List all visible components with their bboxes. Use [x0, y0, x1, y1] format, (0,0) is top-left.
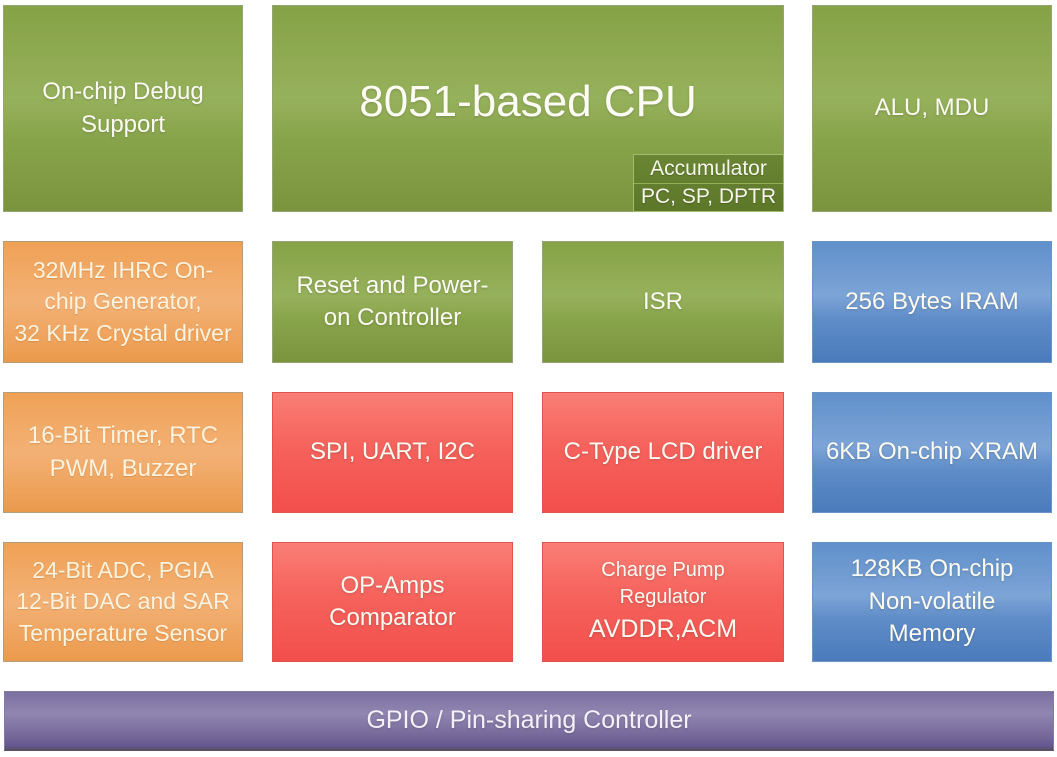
block-gpio-pin-sharing-controller: GPIO / Pin-sharing Controller	[4, 691, 1054, 751]
block-label: 128KB On-chip Non-volatile Memory	[850, 555, 1014, 648]
block-label: 256 Bytes IRAM	[845, 287, 1019, 315]
block-adc-dac-temperature: 24-Bit ADC, PGIA 12-Bit DAC and SAR Temp…	[3, 542, 243, 662]
block-nonvolatile-memory: 128KB On-chip Non-volatile Memory	[812, 542, 1052, 662]
block-clock-generator: 32MHz IHRC On- chip Generator, 32 KHz Cr…	[3, 241, 243, 363]
block-label: Charge Pump Regulator	[601, 559, 725, 609]
block-xram: 6KB On-chip XRAM	[812, 392, 1052, 513]
cpu-pc-sp-dptr-label: PC, SP, DPTR	[634, 182, 783, 212]
block-opamps-comparator: OP-Amps Comparator	[272, 542, 513, 662]
block-lcd-driver: C-Type LCD driver	[542, 392, 784, 513]
block-label: SPI, UART, I2C	[310, 438, 475, 466]
block-timer-rtc-pwm-buzzer: 16-Bit Timer, RTC PWM, Buzzer	[3, 392, 243, 513]
block-alu-mdu: ALU, MDU	[812, 5, 1052, 212]
block-label: ALU, MDU	[874, 94, 990, 122]
block-label: GPIO / Pin-sharing Controller	[366, 705, 692, 734]
block-charge-pump-regulator: Charge Pump Regulator AVDDR,ACM	[542, 542, 784, 662]
block-label: C-Type LCD driver	[563, 438, 763, 466]
block-iram: 256 Bytes IRAM	[812, 241, 1052, 363]
block-isr: ISR	[542, 241, 784, 363]
block-label: 16-Bit Timer, RTC PWM, Buzzer	[27, 422, 219, 482]
block-label: OP-Amps Comparator	[329, 571, 456, 631]
block-sub-label: AVDDR,ACM	[588, 615, 738, 644]
block-label: 24-Bit ADC, PGIA 12-Bit DAC and SAR Temp…	[16, 557, 230, 646]
block-8051-cpu: 8051-based CPU Accumulator PC, SP, DPTR	[272, 5, 784, 212]
block-reset-power-on-controller: Reset and Power- on Controller	[272, 241, 513, 363]
block-label: 6KB On-chip XRAM	[825, 438, 1039, 466]
block-label: On-chip Debug Support	[42, 78, 204, 138]
block-spi-uart-i2c: SPI, UART, I2C	[272, 392, 513, 513]
block-on-chip-debug-support: On-chip Debug Support	[3, 5, 243, 212]
cpu-accumulator-label: Accumulator	[650, 156, 767, 180]
block-label: ISR	[642, 287, 683, 315]
cpu-registers-box: Accumulator PC, SP, DPTR	[633, 154, 784, 212]
block-label: 32MHz IHRC On- chip Generator, 32 KHz Cr…	[14, 257, 232, 346]
cpu-title: 8051-based CPU	[359, 76, 697, 126]
block-label: Reset and Power- on Controller	[296, 271, 489, 331]
